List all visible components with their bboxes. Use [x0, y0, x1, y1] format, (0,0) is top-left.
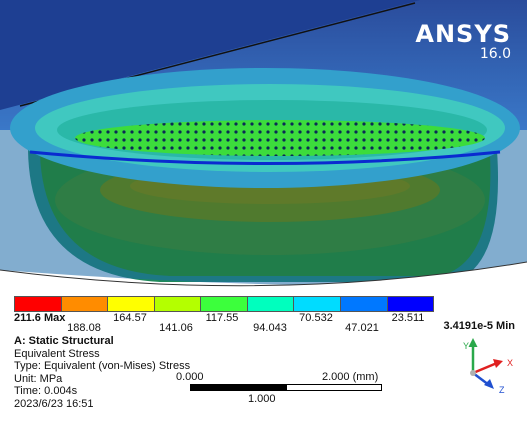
legend-band-9: [387, 297, 434, 311]
legend-band-7: [294, 297, 341, 311]
result-type: Type: Equivalent (von-Mises) Stress: [14, 360, 191, 373]
legend-tick-label: 117.55: [205, 312, 239, 324]
triad-x-label: X: [507, 358, 513, 368]
brand-name: ANSYS: [415, 20, 511, 48]
scale-mid-label: 1.000: [248, 393, 276, 405]
legend-band-2: [61, 297, 109, 311]
legend-band-1: [15, 297, 62, 311]
legend-tick-label: 47.021: [345, 322, 379, 334]
legend-tick-label: 164.57: [113, 312, 147, 324]
result-info: A: Static Structural Equivalent Stress T…: [14, 335, 190, 411]
result-unit: Unit: MPa: [14, 372, 63, 385]
legend-tick-label: 94.043: [253, 322, 287, 334]
legend-band-6: [247, 297, 295, 311]
result-name: Equivalent Stress: [14, 347, 100, 360]
color-legend: [14, 296, 434, 312]
scale-block-dark: [190, 384, 286, 391]
legend-band-4: [154, 297, 202, 311]
legend-band-3: [108, 297, 155, 311]
scale-start-label: 0.000: [176, 371, 204, 383]
triad-z-label: Z: [499, 385, 505, 395]
legend-min-label: 3.4191e-5 Min: [443, 320, 515, 332]
scale-end-label: 2.000 (mm): [322, 371, 379, 383]
legend-tick-label: 23.511: [391, 312, 425, 324]
scale-bar: [190, 384, 382, 391]
legend-band-8: [340, 297, 388, 311]
scale-block-light: [286, 384, 382, 391]
result-time: Time: 0.004s: [14, 385, 78, 398]
legend-band-5: [201, 297, 248, 311]
triad-y-label: Y: [463, 341, 469, 351]
legend-max-label: 211.6 Max: [14, 312, 66, 324]
legend-tick-label: 70.532: [299, 312, 333, 324]
result-date: 2023/6/23 16:51: [14, 397, 94, 410]
axis-triad-icon[interactable]: Y X Z: [455, 335, 515, 395]
legend-tick-label: 188.08: [67, 322, 101, 334]
brand-version: 16.0: [479, 46, 511, 62]
model-viewport[interactable]: [0, 0, 527, 300]
analysis-title: A: Static Structural: [14, 335, 114, 347]
ansys-logo: ANSYS 16.0: [415, 22, 511, 62]
legend-tick-label: 141.06: [159, 322, 193, 334]
